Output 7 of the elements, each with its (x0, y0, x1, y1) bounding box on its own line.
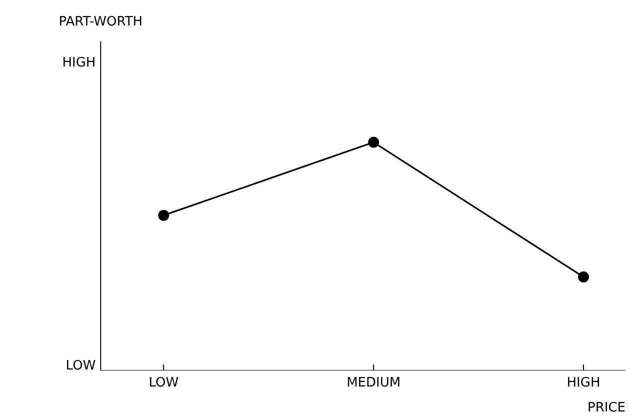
text: PART-WORTH (58, 14, 143, 30)
text: LOW (66, 358, 96, 374)
x-tick-label: HIGH (566, 376, 600, 390)
x-axis-title: PRICE (588, 400, 626, 416)
x-tick-label: LOW (148, 376, 179, 390)
text: HIGH (62, 55, 96, 70)
x-tick-label: MEDIUM (346, 376, 401, 390)
